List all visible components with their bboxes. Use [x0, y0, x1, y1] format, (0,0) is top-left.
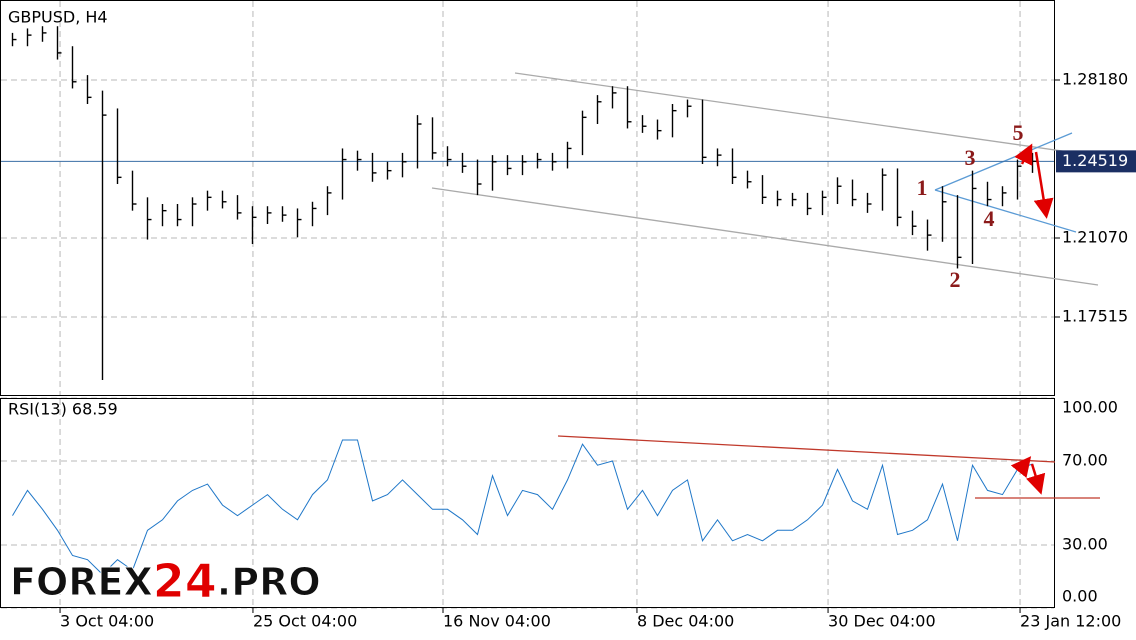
labels: 3 Oct 04:00 25 Oct 04:00 16 Nov 04:00 8 Dec…	[59, 70, 1136, 631]
wave-label: 3	[965, 145, 976, 170]
rsi-line	[12, 439, 1033, 576]
y-tick-label: 30.00	[1062, 535, 1108, 554]
x-tick-label: 30 Dec 04:00	[828, 612, 936, 631]
x-tick-label: 16 Nov 04:00	[443, 612, 551, 631]
rsi-trendline	[557, 435, 1056, 463]
x-tick-label: 3 Oct 04:00	[60, 612, 154, 631]
arrow	[1026, 463, 1046, 495]
wave-line	[934, 189, 1077, 233]
chart-title: GBPUSD, H4	[8, 8, 108, 27]
rsi-panel	[0, 398, 1055, 608]
price-bars	[1, 26, 1054, 576]
y-tick-label: 0.00	[1062, 587, 1098, 606]
x-tick-label: 25 Oct 04:00	[253, 612, 357, 631]
channel-lower	[431, 187, 1099, 286]
channel-upper	[514, 72, 1091, 156]
price-panel	[0, 0, 1055, 396]
wave-label: 4	[984, 206, 995, 231]
current-price-box	[1056, 150, 1136, 173]
y-tick-label: 1.28180	[1062, 70, 1128, 89]
arrow	[1033, 151, 1054, 219]
y-tick-label: 1.21070	[1062, 228, 1128, 247]
wave-label: 1	[917, 175, 928, 200]
watermark-part: FOREX	[10, 560, 153, 604]
y-tick-label: 1.17515	[1062, 307, 1128, 326]
wave-label: 5	[1013, 120, 1024, 145]
y-tick-label: 100.00	[1062, 398, 1118, 417]
y-tick-label: 70.00	[1062, 451, 1108, 470]
watermark: FOREX24.PRO	[10, 554, 321, 608]
arrow	[1010, 456, 1032, 478]
arrow	[1014, 143, 1033, 166]
watermark-part: 24	[153, 554, 217, 608]
current-price-label: 1.24519	[1062, 151, 1128, 170]
rsi-title: RSI(13) 68.59	[8, 400, 118, 419]
x-tick-label: 8 Dec 04:00	[637, 612, 734, 631]
watermark-part: .PRO	[217, 560, 321, 604]
x-tick-label: 23 Jan 12:00	[1020, 612, 1121, 631]
wave-label: 2	[950, 267, 961, 292]
